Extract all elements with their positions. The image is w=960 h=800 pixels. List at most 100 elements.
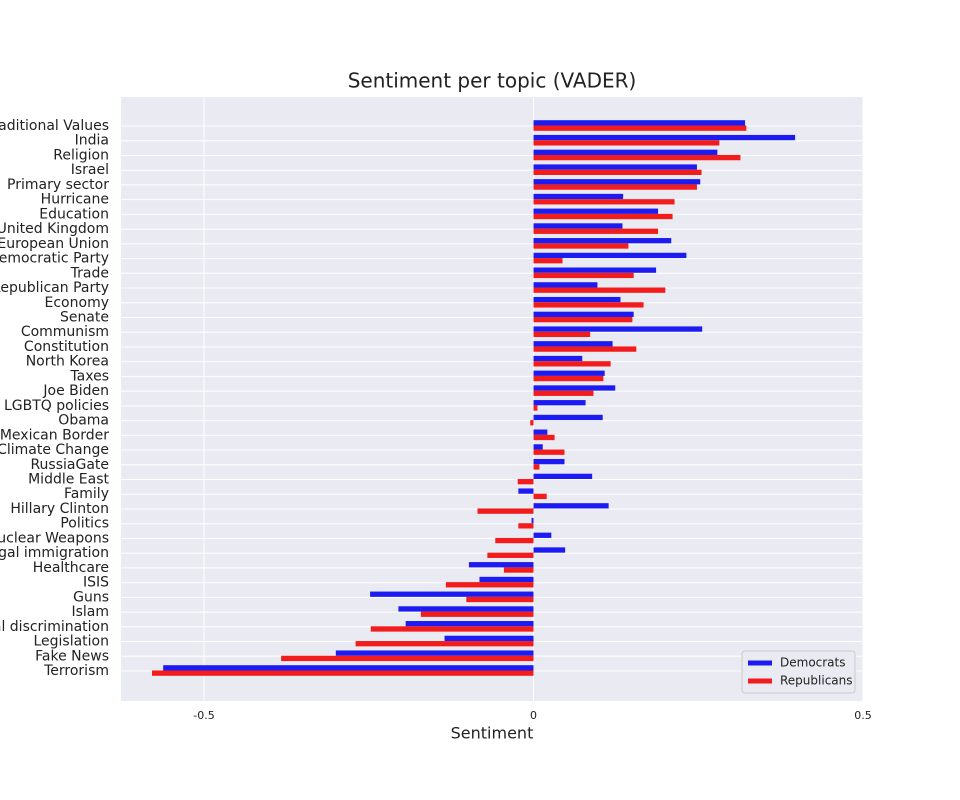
- bar: [533, 243, 629, 249]
- bar: [533, 208, 659, 214]
- bar: [533, 385, 616, 391]
- bar: [533, 199, 675, 205]
- y-tick-label: RussiaGate: [30, 457, 109, 473]
- bar: [533, 434, 555, 441]
- bar: [533, 503, 609, 509]
- bar: [533, 346, 637, 352]
- bar: [444, 635, 534, 642]
- bar: [468, 562, 534, 568]
- bar: [533, 258, 563, 264]
- bar: [420, 611, 534, 617]
- bar: [533, 149, 718, 155]
- y-tick-label: Middle East: [28, 472, 109, 488]
- bar: [533, 287, 666, 293]
- bar: [163, 665, 534, 671]
- bar: [477, 508, 534, 514]
- y-tick-label: Traditional Values: [0, 118, 109, 134]
- y-tick-label: Healthcare: [33, 560, 109, 576]
- bar: [533, 184, 697, 190]
- legend-label: Republicans: [780, 674, 853, 688]
- y-tick-label: Obama: [58, 413, 109, 429]
- bar: [533, 464, 540, 470]
- y-tick-label: Politics: [60, 516, 109, 532]
- bar: [370, 591, 534, 597]
- y-tick-label: Joe Biden: [42, 383, 109, 399]
- y-tick-label: Constitution: [24, 339, 109, 355]
- bar: [517, 479, 534, 485]
- bar: [281, 655, 534, 662]
- bar: [533, 375, 604, 382]
- y-tick-label: Fake News: [35, 648, 109, 664]
- bar: [533, 429, 548, 435]
- bar: [503, 567, 534, 573]
- bar: [151, 670, 534, 676]
- bar: [405, 621, 534, 627]
- bar: [479, 576, 534, 583]
- y-tick-label: Taxes: [69, 368, 109, 384]
- bar: [533, 296, 621, 303]
- bar: [533, 134, 796, 141]
- bar: [533, 228, 659, 234]
- y-tick-label: Climate Change: [0, 442, 109, 458]
- y-tick-label: India: [75, 133, 109, 149]
- bar: [533, 282, 598, 288]
- y-tick-label: Islam: [71, 604, 109, 620]
- bar: [533, 140, 720, 146]
- y-tick-label: Republican Party: [0, 280, 109, 296]
- bar: [533, 120, 746, 126]
- chart-title: Sentiment per topic (VADER): [348, 69, 637, 93]
- bar: [355, 641, 534, 647]
- bar: [533, 405, 538, 411]
- y-tick-label: European Union: [0, 236, 109, 252]
- y-tick-label: Family: [64, 486, 109, 502]
- bar: [533, 493, 547, 500]
- bar: [533, 326, 703, 332]
- bar: [533, 458, 565, 465]
- bar: [445, 582, 534, 588]
- bar: [533, 444, 543, 450]
- y-tick-label: Trade: [70, 265, 109, 281]
- y-tick-label: Hillary Clinton: [10, 501, 109, 517]
- bar: [518, 523, 534, 529]
- y-tick-label: Communism: [21, 324, 109, 340]
- bar: [533, 473, 593, 480]
- bar: [335, 650, 534, 656]
- bar: [533, 125, 747, 131]
- x-tick-label: 0: [530, 709, 537, 722]
- bar: [370, 626, 534, 632]
- bar: [533, 213, 673, 220]
- y-tick-label: Democratic Party: [0, 251, 109, 267]
- bar: [495, 537, 534, 544]
- bar: [533, 154, 741, 161]
- y-tick-label: United Kingdom: [0, 221, 109, 237]
- y-tick-label: Racial discrimination: [0, 619, 109, 635]
- y-tick-label: ISIS: [83, 575, 109, 591]
- bar: [533, 238, 672, 244]
- bar: [533, 341, 613, 347]
- y-tick-label: North Korea: [26, 354, 109, 370]
- bar: [533, 223, 623, 229]
- x-tick-label: -0.5: [193, 709, 214, 722]
- bar: [533, 361, 611, 367]
- y-tick-label: Education: [39, 206, 109, 222]
- y-tick-label: Mexican Border: [0, 427, 109, 443]
- bar: [533, 272, 634, 279]
- y-tick-label: Terrorism: [43, 663, 109, 679]
- bar: [533, 390, 594, 396]
- bar: [487, 552, 534, 558]
- y-tick-label: Nuclear Weapons: [0, 530, 109, 546]
- bar: [533, 179, 701, 185]
- y-tick-label: Israel: [71, 162, 109, 178]
- y-tick-label: Senate: [60, 309, 109, 325]
- y-tick-label: Economy: [45, 295, 109, 311]
- x-axis-label: Sentiment: [451, 724, 534, 743]
- y-tick-label: Primary sector: [7, 177, 109, 193]
- y-tick-label: Guns: [73, 589, 109, 605]
- bar: [533, 355, 583, 362]
- bar: [533, 547, 566, 553]
- bar: [533, 370, 605, 376]
- bar: [518, 488, 534, 494]
- bar: [533, 193, 624, 200]
- bar: [533, 316, 633, 323]
